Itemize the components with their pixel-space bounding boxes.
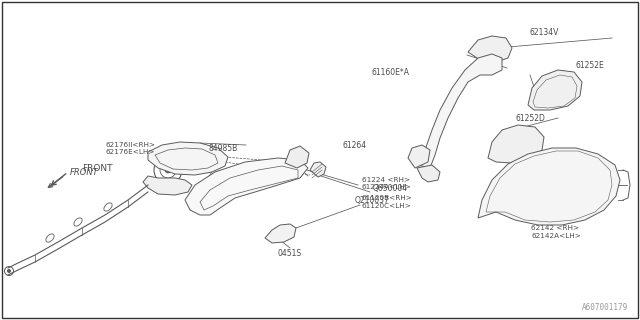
Text: 62142 <RH>
62142A<LH>: 62142 <RH> 62142A<LH> [531,226,581,238]
Ellipse shape [104,203,112,211]
Circle shape [479,44,490,54]
Circle shape [4,267,13,276]
Polygon shape [488,125,544,163]
Text: Q210037: Q210037 [355,196,390,204]
Polygon shape [468,36,512,62]
Circle shape [165,167,171,173]
Polygon shape [148,142,228,175]
Text: A607001179: A607001179 [582,303,628,312]
Circle shape [8,269,10,273]
Circle shape [154,156,182,184]
Circle shape [191,187,205,199]
Circle shape [504,137,520,153]
Text: FRONT: FRONT [70,167,99,177]
Polygon shape [408,145,430,168]
Text: 61252E: 61252E [575,60,604,69]
Text: 61120B<RH>
61120C<LH>: 61120B<RH> 61120C<LH> [362,196,413,209]
Text: 62176II<RH>
62176E<LH>: 62176II<RH> 62176E<LH> [105,141,155,155]
Text: 61252D: 61252D [515,114,545,123]
Polygon shape [478,148,620,225]
Polygon shape [310,162,326,177]
Circle shape [195,190,200,196]
Text: FRONT: FRONT [82,164,113,172]
Ellipse shape [74,218,82,226]
Text: 61224 <RH>
61224A<LH>: 61224 <RH> 61224A<LH> [362,177,412,189]
Text: 62134V: 62134V [529,28,559,36]
Polygon shape [185,158,308,215]
Polygon shape [143,176,192,195]
Text: 61160E*A: 61160E*A [371,68,409,76]
Text: Q650004: Q650004 [373,183,408,193]
Polygon shape [265,224,296,243]
Circle shape [496,181,524,209]
Text: 0451S: 0451S [278,249,302,258]
Text: 84985B: 84985B [209,143,237,153]
Polygon shape [285,146,309,168]
Polygon shape [418,54,502,168]
Circle shape [160,162,176,178]
Polygon shape [417,165,440,182]
Polygon shape [528,70,582,110]
Text: 61264: 61264 [343,140,367,149]
Circle shape [482,47,486,51]
Circle shape [507,192,513,198]
Ellipse shape [46,234,54,242]
Circle shape [509,142,515,148]
Circle shape [502,187,518,203]
